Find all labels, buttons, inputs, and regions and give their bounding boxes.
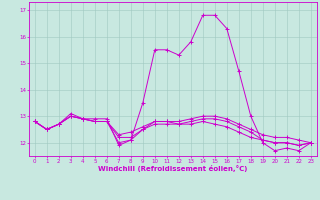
X-axis label: Windchill (Refroidissement éolien,°C): Windchill (Refroidissement éolien,°C) — [98, 165, 247, 172]
